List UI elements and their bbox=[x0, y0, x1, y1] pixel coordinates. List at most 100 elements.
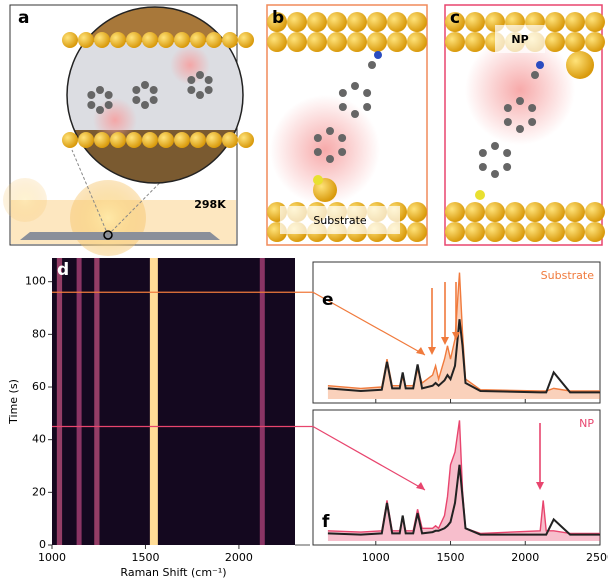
atom bbox=[531, 71, 539, 79]
atom bbox=[187, 86, 196, 94]
arrow-head bbox=[416, 347, 425, 355]
gold-atom bbox=[367, 32, 387, 52]
gold-atom bbox=[387, 32, 407, 52]
atom bbox=[478, 149, 487, 157]
atom bbox=[528, 104, 537, 112]
gold-atom bbox=[485, 202, 505, 222]
x-tick-label: 1500 bbox=[131, 551, 159, 564]
atom bbox=[204, 86, 213, 94]
gold-atom bbox=[94, 132, 110, 148]
atom bbox=[478, 163, 487, 171]
gold-atom bbox=[367, 12, 387, 32]
sulfur bbox=[313, 175, 323, 185]
gold-atom bbox=[110, 132, 126, 148]
atom bbox=[204, 76, 213, 84]
y-tick-label: 100 bbox=[25, 275, 46, 288]
arrow-head bbox=[441, 337, 449, 345]
gold-atom bbox=[407, 12, 427, 32]
illustrations bbox=[3, 4, 605, 256]
panel-label: f bbox=[322, 512, 330, 532]
y-tick-label: 0 bbox=[39, 538, 46, 551]
atom bbox=[104, 101, 113, 109]
substrate-label: Substrate bbox=[313, 214, 367, 227]
heatmap-band bbox=[76, 258, 82, 545]
x-tick-label: 1500 bbox=[437, 551, 465, 564]
zoom-frame bbox=[66, 6, 244, 184]
atom bbox=[87, 91, 96, 99]
gold-atom bbox=[158, 32, 174, 48]
gold-atom bbox=[287, 12, 307, 32]
gold-atom bbox=[190, 32, 206, 48]
gold-atom bbox=[327, 12, 347, 32]
atom bbox=[351, 82, 359, 90]
gold-atom bbox=[158, 132, 174, 148]
gold-atom bbox=[126, 32, 142, 48]
panel-label: c bbox=[450, 8, 460, 28]
gold-atom bbox=[565, 222, 585, 242]
gold-atom bbox=[190, 132, 206, 148]
heatmap-band bbox=[94, 258, 100, 545]
gold-atom bbox=[62, 132, 78, 148]
atom bbox=[141, 81, 149, 89]
nanoparticle bbox=[70, 180, 146, 256]
spectrum-line bbox=[327, 272, 600, 392]
time-arrow bbox=[312, 425, 426, 491]
gold-atom bbox=[307, 12, 327, 32]
gold-atom bbox=[174, 132, 190, 148]
hotspot bbox=[270, 95, 380, 205]
spectrum-line bbox=[327, 464, 600, 536]
gold-atom bbox=[585, 12, 605, 32]
nanoparticle bbox=[3, 178, 47, 222]
gold-atom bbox=[267, 32, 287, 52]
gold-atom bbox=[445, 202, 465, 222]
y-tick-label: 60 bbox=[32, 380, 46, 393]
atom bbox=[503, 104, 512, 112]
atom bbox=[313, 134, 322, 142]
atom bbox=[326, 127, 334, 135]
atom bbox=[363, 103, 372, 111]
gold-atom bbox=[222, 32, 238, 48]
gold-atom bbox=[327, 32, 347, 52]
hotspot bbox=[465, 35, 575, 145]
gold-atom bbox=[545, 222, 565, 242]
x-tick-label: 2000 bbox=[225, 551, 253, 564]
gold-atom bbox=[545, 202, 565, 222]
atom bbox=[491, 142, 499, 150]
spectrum-line bbox=[327, 319, 600, 394]
gold-atom bbox=[445, 32, 465, 52]
gold-atom bbox=[505, 222, 525, 242]
y-axis-label: Time (s) bbox=[7, 379, 20, 425]
gold-atom bbox=[267, 12, 287, 32]
substrate bbox=[20, 232, 220, 240]
arrow-head bbox=[416, 482, 425, 490]
heatmap-band bbox=[259, 258, 265, 545]
gold-atom bbox=[407, 222, 427, 242]
gold-atom bbox=[465, 12, 485, 32]
atom bbox=[374, 51, 382, 59]
gold-atom bbox=[407, 202, 427, 222]
atom bbox=[503, 149, 512, 157]
atom bbox=[96, 106, 104, 114]
atom bbox=[149, 96, 158, 104]
x-tick-label: 1000 bbox=[38, 551, 66, 564]
adatom bbox=[566, 51, 594, 79]
gold-atom bbox=[307, 32, 327, 52]
gold-atom bbox=[78, 132, 94, 148]
x-axis-label: Raman Shift (cm⁻¹) bbox=[120, 566, 226, 579]
gold-atom bbox=[206, 32, 222, 48]
gold-atom bbox=[238, 132, 254, 148]
atom bbox=[104, 91, 113, 99]
label-box bbox=[495, 25, 545, 53]
panel-label: e bbox=[322, 290, 334, 310]
gold-atom bbox=[545, 12, 565, 32]
heatmap-band bbox=[56, 258, 63, 545]
gold-atom bbox=[142, 132, 158, 148]
atom bbox=[141, 101, 149, 109]
atom bbox=[536, 61, 544, 69]
gold-atom bbox=[505, 202, 525, 222]
atom bbox=[87, 101, 96, 109]
spectrum-annotation: NP bbox=[579, 417, 594, 430]
spectrum-line bbox=[327, 420, 600, 535]
panel-label: b bbox=[272, 8, 284, 28]
